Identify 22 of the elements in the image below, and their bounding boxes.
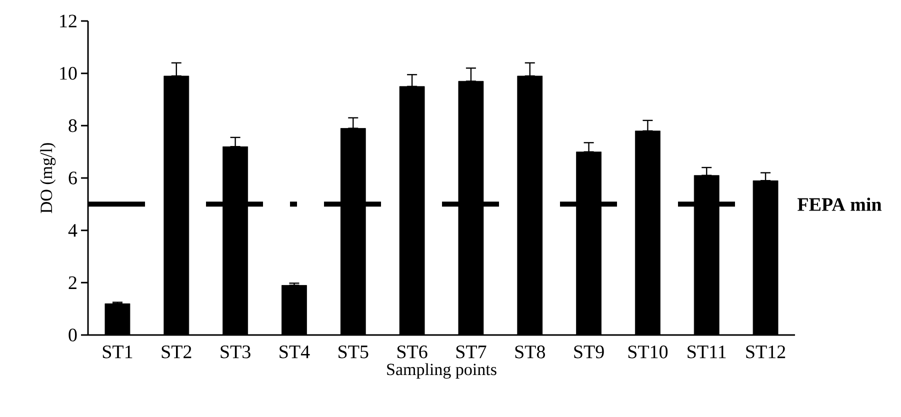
x-axis-title: Sampling points	[387, 363, 496, 379]
y-tick-label: 0	[68, 328, 77, 342]
x-tick-label: ST12	[746, 346, 786, 358]
x-tick-label: ST9	[574, 346, 604, 358]
x-tick-label: ST5	[338, 346, 368, 358]
x-tick-label: ST10	[628, 346, 668, 358]
x-tick-label: ST2	[162, 346, 192, 358]
x-tick-label: ST4	[280, 346, 310, 358]
y-tick-label: 8	[68, 119, 77, 132]
y-tick-label: 12	[60, 14, 76, 28]
x-tick-label: ST3	[220, 346, 250, 358]
x-tick-label: ST11	[688, 346, 726, 358]
y-tick-label: 6	[68, 172, 77, 184]
y-tick-label: 10	[60, 66, 77, 80]
x-tick-label: ST7	[456, 346, 486, 358]
y-tick-label: 2	[68, 276, 76, 289]
x-tick-label: ST6	[397, 346, 428, 358]
x-tick-label: ST8	[515, 346, 545, 358]
y-tick-label: 4	[68, 224, 78, 237]
ref-line-label: FEPA min	[798, 198, 882, 211]
x-tick-label: ST1	[102, 346, 132, 358]
y-axis-title: DO (mg/l)	[40, 143, 56, 214]
